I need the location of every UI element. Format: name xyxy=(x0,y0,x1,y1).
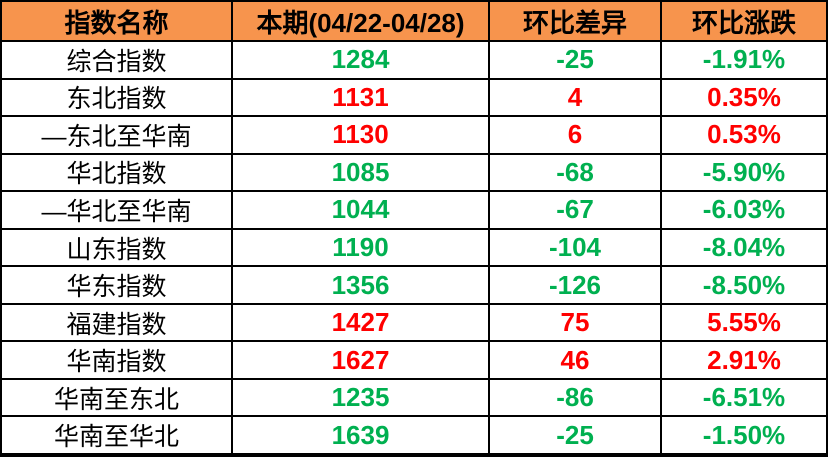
index-name-cell: —东北至华南 xyxy=(2,117,233,155)
chain-difference-cell: -25 xyxy=(490,42,662,80)
chain-change-pct-cell: -6.51% xyxy=(662,379,826,418)
chain-difference-cell: -68 xyxy=(490,154,662,193)
index-name-cell: 华南至东北 xyxy=(2,379,233,418)
index-name-cell: 华南至华北 xyxy=(2,417,233,455)
chain-difference-cell: 75 xyxy=(490,304,662,343)
current-period-value-cell: 1130 xyxy=(233,117,490,155)
index-name-cell: 东北指数 xyxy=(2,79,233,118)
current-period-value-cell: 1639 xyxy=(233,417,490,455)
chain-difference-cell: -104 xyxy=(490,229,662,268)
index-name-cell: 综合指数 xyxy=(2,42,233,80)
current-period-value-cell: 1190 xyxy=(233,229,490,268)
current-period-value-cell: 1284 xyxy=(233,42,490,80)
column-header-chain-change-pct: 环比涨跌 xyxy=(662,2,826,42)
chain-difference-cell: -25 xyxy=(490,417,662,455)
chain-change-pct-cell: 2.91% xyxy=(662,342,826,380)
chain-change-pct-cell: -1.91% xyxy=(662,42,826,80)
chain-difference-cell: 4 xyxy=(490,79,662,118)
chain-change-pct-cell: -8.50% xyxy=(662,267,826,305)
current-period-value-cell: 1235 xyxy=(233,379,490,418)
chain-change-pct-cell: 0.35% xyxy=(662,79,826,118)
chain-difference-cell: -67 xyxy=(490,192,662,230)
chain-difference-cell: 46 xyxy=(490,342,662,380)
chain-change-pct-cell: -8.04% xyxy=(662,229,826,268)
current-period-value-cell: 1427 xyxy=(233,304,490,343)
index-name-cell: 山东指数 xyxy=(2,229,233,268)
chain-change-pct-cell: 5.55% xyxy=(662,304,826,343)
index-name-cell: 华北指数 xyxy=(2,154,233,193)
index-name-cell: 福建指数 xyxy=(2,304,233,343)
current-period-value-cell: 1627 xyxy=(233,342,490,380)
chain-change-pct-cell: -5.90% xyxy=(662,154,826,193)
current-period-value-cell: 1131 xyxy=(233,79,490,118)
column-header-current-period: 本期(04/22-04/28) xyxy=(233,2,490,42)
chain-change-pct-cell: -6.03% xyxy=(662,192,826,230)
chain-change-pct-cell: 0.53% xyxy=(662,117,826,155)
index-name-cell: 华东指数 xyxy=(2,267,233,305)
index-name-cell: —华北至华南 xyxy=(2,192,233,230)
chain-difference-cell: -86 xyxy=(490,379,662,418)
chain-change-pct-cell: -1.50% xyxy=(662,417,826,455)
current-period-value-cell: 1044 xyxy=(233,192,490,230)
column-header-index-name: 指数名称 xyxy=(2,2,233,42)
current-period-value-cell: 1085 xyxy=(233,154,490,193)
chain-difference-cell: 6 xyxy=(490,117,662,155)
current-period-value-cell: 1356 xyxy=(233,267,490,305)
chain-difference-cell: -126 xyxy=(490,267,662,305)
column-header-chain-difference: 环比差异 xyxy=(490,2,662,42)
index-name-cell: 华南指数 xyxy=(2,342,233,380)
